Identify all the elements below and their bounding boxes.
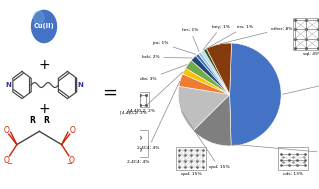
Text: [4,4]0,2; 2%: [4,4]0,2; 2% bbox=[121, 110, 147, 114]
Text: O: O bbox=[4, 126, 9, 136]
FancyBboxPatch shape bbox=[278, 147, 308, 170]
Circle shape bbox=[34, 11, 44, 25]
Text: bey; 1%: bey; 1% bbox=[203, 25, 230, 50]
Wedge shape bbox=[179, 74, 230, 94]
Text: cds; 13%: cds; 13% bbox=[212, 142, 319, 155]
Text: dia; 3%: dia; 3% bbox=[140, 65, 187, 81]
Text: sql; 49%: sql; 49% bbox=[283, 80, 319, 94]
Text: −: − bbox=[7, 161, 12, 167]
Text: N: N bbox=[78, 82, 84, 88]
Circle shape bbox=[32, 10, 56, 43]
Text: bcb; 2%: bcb; 2% bbox=[142, 55, 192, 59]
Wedge shape bbox=[230, 43, 281, 146]
Text: N: N bbox=[6, 82, 12, 88]
Text: 2,4C4; 4%: 2,4C4; 4% bbox=[127, 160, 149, 164]
Wedge shape bbox=[201, 50, 230, 94]
Text: other; 8%: other; 8% bbox=[220, 27, 293, 44]
Wedge shape bbox=[178, 86, 230, 131]
Text: =: = bbox=[102, 84, 118, 102]
Wedge shape bbox=[198, 52, 230, 94]
Text: qsd; 15%: qsd; 15% bbox=[182, 111, 229, 169]
Text: +: + bbox=[39, 102, 51, 116]
Text: O: O bbox=[69, 126, 75, 136]
Text: sql; 49%: sql; 49% bbox=[303, 52, 319, 56]
FancyBboxPatch shape bbox=[293, 18, 319, 50]
Text: qsd; 15%: qsd; 15% bbox=[181, 172, 201, 176]
FancyBboxPatch shape bbox=[119, 92, 149, 107]
Text: Cu(II): Cu(II) bbox=[33, 23, 55, 29]
Text: +: + bbox=[39, 58, 51, 72]
Text: O: O bbox=[69, 156, 75, 165]
Text: fes; 1%: fes; 1% bbox=[182, 28, 199, 51]
Text: jea; 1%: jea; 1% bbox=[152, 41, 196, 54]
Wedge shape bbox=[204, 49, 230, 94]
Text: [4,4]0,2; 2%: [4,4]0,2; 2% bbox=[128, 72, 183, 112]
Wedge shape bbox=[196, 54, 230, 94]
Text: −: − bbox=[66, 161, 72, 167]
Wedge shape bbox=[206, 43, 232, 94]
Text: 2,4C4; 4%: 2,4C4; 4% bbox=[137, 81, 180, 150]
Text: ins; 1%: ins; 1% bbox=[206, 25, 253, 49]
FancyBboxPatch shape bbox=[176, 147, 206, 170]
FancyBboxPatch shape bbox=[128, 130, 148, 157]
Wedge shape bbox=[193, 94, 231, 146]
Text: cds; 13%: cds; 13% bbox=[283, 172, 303, 176]
Wedge shape bbox=[191, 56, 230, 94]
Text: O: O bbox=[4, 156, 10, 165]
Text: R: R bbox=[29, 116, 35, 125]
Wedge shape bbox=[185, 60, 230, 94]
Wedge shape bbox=[182, 68, 230, 94]
Text: R: R bbox=[43, 116, 49, 125]
